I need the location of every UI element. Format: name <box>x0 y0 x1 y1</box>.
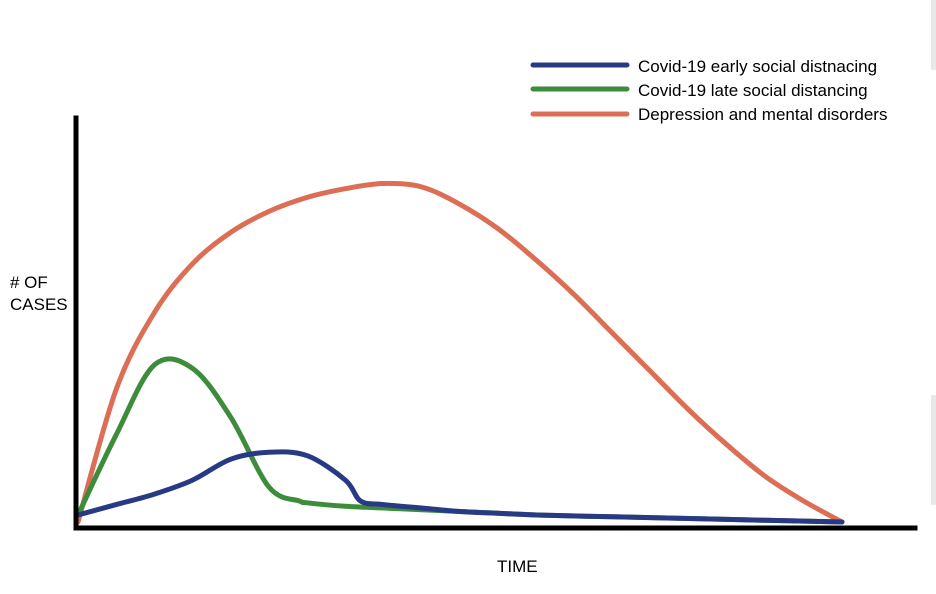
series-line-early-distancing <box>75 449 845 525</box>
y-axis-label-line-2: CASES <box>10 295 68 314</box>
series-line-depression <box>75 180 845 525</box>
legend: Covid-19 early social distnacing Covid-1… <box>530 57 887 124</box>
right-edge-shade-top <box>931 0 936 70</box>
x-axis-label: TIME <box>497 557 538 576</box>
right-edge-shade-bottom <box>931 395 936 505</box>
series-layer <box>75 180 845 525</box>
legend-label-depression: Depression and mental disorders <box>638 105 887 124</box>
legend-label-early-distancing: Covid-19 early social distnacing <box>638 57 877 76</box>
y-axis-label-line-1: # OF <box>10 273 48 292</box>
legend-label-late-distancing: Covid-19 late social distancing <box>638 81 868 100</box>
series-line-late-distancing <box>75 356 845 525</box>
